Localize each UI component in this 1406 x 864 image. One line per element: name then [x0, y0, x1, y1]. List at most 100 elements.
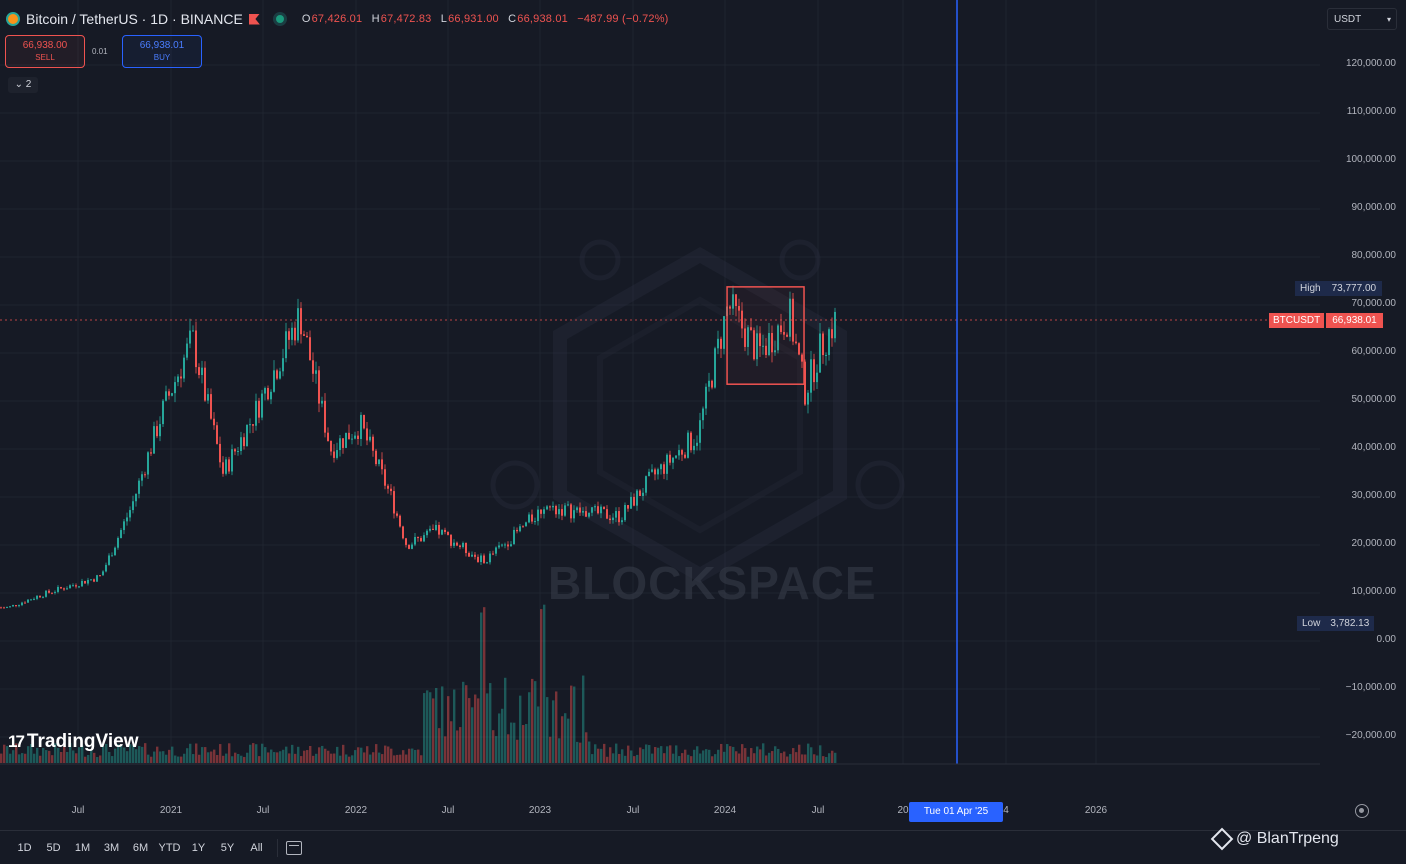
tradingview-logo[interactable]: 17 TradingView: [8, 731, 139, 752]
volume-bar: [750, 748, 753, 763]
candle: [639, 490, 641, 496]
volume-bar: [324, 748, 327, 763]
volume-bar: [543, 604, 546, 763]
price-axis-label: 90,000.00: [1351, 202, 1397, 213]
volume-bar: [783, 751, 786, 763]
symbol-title[interactable]: Bitcoin / TetherUS · 1D · BINANCE: [26, 11, 243, 27]
settings-icon[interactable]: [1355, 804, 1369, 818]
calendar-icon[interactable]: [286, 840, 302, 855]
currency-select[interactable]: USDT ▾: [1327, 8, 1397, 30]
candle: [795, 341, 797, 344]
volume-bar: [330, 753, 333, 763]
candle: [180, 376, 182, 379]
price-axis-label: 110,000.00: [1346, 106, 1396, 117]
candles: [0, 285, 836, 609]
candle: [411, 544, 413, 549]
range-button-1d[interactable]: 1D: [17, 841, 32, 854]
volume-bar: [777, 748, 780, 763]
range-button-1m[interactable]: 1M: [74, 841, 91, 854]
volume-bar: [240, 755, 243, 763]
volume-bar: [183, 753, 186, 763]
candle: [414, 536, 416, 545]
candle: [669, 454, 671, 463]
volume-bar: [219, 744, 222, 763]
volume-bar: [633, 756, 636, 763]
volume-bar: [156, 746, 159, 763]
volume-bar: [249, 744, 252, 763]
volume-bar: [357, 747, 360, 763]
candle: [69, 585, 71, 589]
volume-bar: [471, 707, 474, 763]
candle: [144, 474, 146, 476]
indicators-toggle[interactable]: ⌄ 2: [8, 77, 38, 93]
volume-bar: [342, 744, 345, 763]
candle: [87, 579, 89, 584]
volume-bar: [396, 754, 399, 763]
candle: [99, 575, 101, 577]
candle: [312, 360, 314, 374]
volume-bar: [315, 753, 318, 763]
volume-bar: [549, 736, 552, 763]
range-button-ytd[interactable]: YTD: [158, 841, 181, 854]
candle: [204, 367, 206, 401]
volume-bar: [84, 756, 87, 763]
range-button-all[interactable]: All: [250, 841, 263, 854]
volume-bar: [30, 744, 33, 763]
candle: [60, 586, 62, 589]
volume-bar: [669, 745, 672, 763]
price-chart[interactable]: [0, 0, 1406, 830]
volume-bar: [282, 749, 285, 763]
candle: [630, 496, 632, 509]
candle: [525, 522, 527, 527]
candle: [495, 547, 497, 554]
candle: [633, 496, 635, 506]
volume-bar: [660, 746, 663, 763]
volume-bar: [525, 723, 528, 763]
candle: [9, 606, 11, 608]
volume-bar: [132, 745, 135, 763]
candle: [483, 555, 485, 563]
volume-bar: [93, 752, 96, 763]
candle: [6, 607, 8, 609]
volume-bar: [186, 748, 189, 763]
volume-bar: [393, 755, 396, 763]
volume-bar: [39, 755, 42, 763]
volume-bar: [726, 744, 729, 763]
candle: [231, 449, 233, 472]
volume-bar: [813, 754, 816, 763]
range-button-6m[interactable]: 6M: [132, 841, 149, 854]
candle: [405, 538, 407, 545]
range-button-3m[interactable]: 3M: [103, 841, 120, 854]
candle: [819, 333, 821, 373]
volume-bar: [195, 743, 198, 763]
candle: [828, 329, 830, 355]
range-button-5d[interactable]: 5D: [46, 841, 61, 854]
volume-bar: [216, 755, 219, 763]
time-axis-label: Jul: [811, 805, 825, 816]
volume-bar: [3, 744, 6, 763]
volume-bar: [162, 751, 165, 763]
candle: [678, 450, 680, 456]
volume-bar: [258, 756, 261, 763]
volume-bar: [834, 752, 837, 763]
candle: [567, 504, 569, 506]
candle: [549, 506, 551, 508]
buy-button[interactable]: 66,938.01 BUY: [122, 35, 202, 68]
candle: [573, 510, 575, 519]
candle: [465, 542, 467, 554]
high-price-tag: High 73,777.00: [1291, 281, 1386, 296]
candle: [15, 605, 17, 607]
volume-bar: [588, 741, 591, 763]
range-button-5y[interactable]: 5Y: [220, 841, 235, 854]
flag-icon[interactable]: [248, 13, 260, 25]
candle: [687, 432, 689, 458]
candle: [570, 504, 572, 519]
binance-square-icon: [1210, 827, 1234, 851]
volume-bar: [591, 754, 594, 763]
sell-button[interactable]: 66,938.00 SELL: [5, 35, 85, 68]
candle: [267, 387, 269, 400]
candle: [84, 580, 86, 584]
volume-bar: [60, 751, 63, 763]
volume-bar: [792, 748, 795, 763]
range-button-1y[interactable]: 1Y: [191, 841, 206, 854]
